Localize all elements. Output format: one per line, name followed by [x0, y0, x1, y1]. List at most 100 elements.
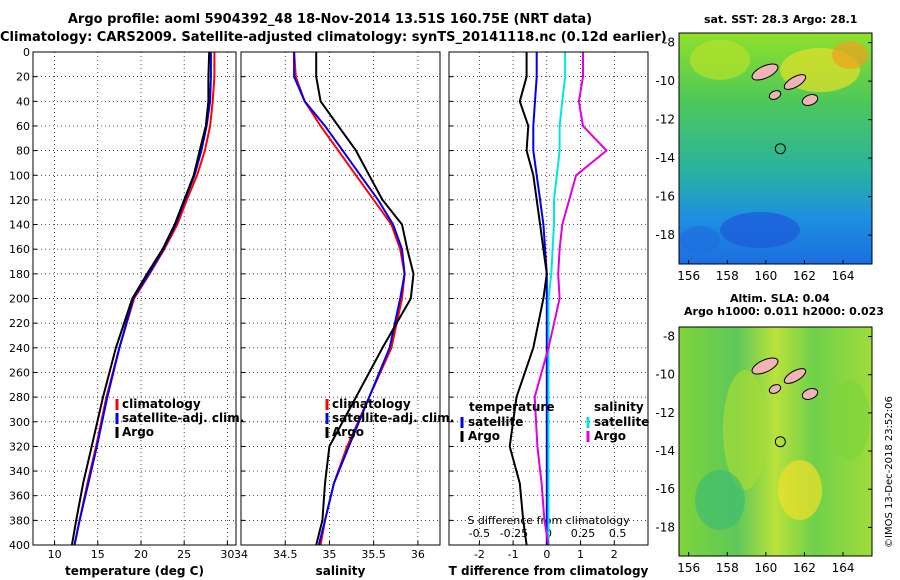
plot-title-line-2: Climatology: CARS2009. Satellite-adjuste… — [0, 30, 667, 45]
sst_map-xtick-label: 160 — [754, 269, 777, 283]
temperature-xlabel: temperature (deg C) — [65, 564, 204, 578]
sst_map-argo-marker — [774, 143, 786, 155]
sst_map-ytick-label: -16 — [655, 190, 675, 204]
temperature-xtick-label: 10 — [48, 548, 62, 561]
depth-tick-label: 180 — [9, 268, 30, 281]
salinity-legend-label: Argo — [332, 425, 364, 439]
depth-tick-label: 100 — [9, 169, 30, 182]
sla_map-xtick-label: 162 — [793, 561, 816, 575]
sla-map-subtitle: Argo h1000: 0.011 h2000: 0.023 — [684, 305, 884, 318]
depth-tick-label: 200 — [9, 293, 30, 306]
depth-tick-label: 300 — [9, 416, 30, 429]
difference-series-t-satellite — [532, 52, 548, 545]
salinity-frame — [240, 51, 441, 546]
sla_map-ytick-label: -10 — [655, 368, 675, 382]
difference-series-s-satellite — [547, 52, 567, 545]
depth-tick-label: 240 — [9, 342, 30, 355]
depth-tick-label: 0 — [23, 46, 30, 59]
island-shape — [768, 90, 782, 100]
diff-legend-s-label: satellite — [594, 415, 649, 429]
temperature-legend-label: satellite-adj. clim. — [122, 411, 244, 425]
depth-tick-label: 340 — [9, 465, 30, 478]
sla-anomaly-patch — [723, 370, 767, 490]
sdiff-tick-label: 0.25 — [571, 527, 596, 540]
diff-legend-s-title: salinity — [594, 400, 644, 414]
sst-anomaly-patch — [690, 40, 750, 80]
temperature-series-argo — [70, 51, 211, 546]
difference-series-s-argo — [533, 52, 608, 546]
depth-tick-label: 80 — [16, 145, 30, 158]
difference-xtick-label: 1 — [577, 548, 584, 561]
salinity-legend-label: satellite-adj. clim. — [332, 411, 454, 425]
sst_map-xtick-label: 156 — [677, 269, 700, 283]
sst_map-xtick-label: 158 — [716, 269, 739, 283]
sla_map-xtick-label: 156 — [677, 561, 700, 575]
sla_map-xtick-label: 160 — [754, 561, 777, 575]
salinity-xtick-label: 36 — [411, 548, 425, 561]
diff-legend-t-label: satellite — [468, 415, 523, 429]
depth-tick-label: 380 — [9, 514, 30, 527]
sdiff-tick-label: -0.5 — [469, 527, 490, 540]
depth-tick-label: 280 — [9, 391, 30, 404]
difference-xlabel: T difference from climatology — [449, 564, 649, 578]
difference-series-t-argo — [508, 52, 548, 546]
diff-legend-t-title: temperature — [469, 400, 554, 414]
sla_map-xtick-label: 158 — [716, 561, 739, 575]
salinity-xtick-label: 34 — [234, 548, 248, 561]
sst_map-xtick-label: 164 — [832, 269, 855, 283]
depth-tick-label: 140 — [9, 219, 30, 232]
diff-legend-t-label: Argo — [468, 429, 500, 443]
difference-xtick-label: 2 — [611, 548, 618, 561]
sst-map-title: sat. SST: 28.3 Argo: 28.1 — [704, 13, 858, 26]
island-shape — [783, 368, 807, 384]
sla_map-ytick-label: -18 — [655, 520, 675, 534]
salinity-xtick-label: 35 — [322, 548, 336, 561]
depth-tick-label: 360 — [9, 490, 30, 503]
salinity-series-argo — [315, 52, 415, 546]
depth-tick-label: 220 — [9, 317, 30, 330]
sst-anomaly-patch — [680, 226, 720, 254]
depth-tick-label: 320 — [9, 440, 30, 453]
temperature-series-satellite-adj-clim — [73, 52, 212, 546]
temperature-frame — [32, 51, 237, 546]
difference-frame — [448, 51, 649, 546]
island-shape — [801, 388, 819, 400]
sla_map-ytick-label: -16 — [655, 482, 675, 496]
salinity-xtick-label: 35.5 — [361, 548, 386, 561]
depth-tick-label: 160 — [9, 243, 30, 256]
sdiff-tick-label: 0.5 — [609, 527, 627, 540]
sdiff-tick-label: -0.25 — [500, 527, 528, 540]
sla_map-ytick-label: -12 — [655, 406, 675, 420]
temperature-legend-label: Argo — [122, 425, 154, 439]
island-shape — [751, 63, 779, 81]
sst_map-panel: 156 158 160 162 164 -8 -10 -12 -14 -16 -18 — [655, 32, 873, 283]
island-shape — [801, 94, 819, 106]
sla_map-ytick-label: -8 — [663, 330, 675, 344]
temperature-xtick-label: 15 — [91, 548, 105, 561]
temperature-xtick-label: 25 — [177, 548, 191, 561]
salinity-xlabel: salinity — [316, 564, 366, 578]
sst_map-frame — [678, 32, 873, 265]
sla_map-ytick-label: -14 — [655, 444, 675, 458]
island-shape — [768, 384, 782, 394]
depth-tick-label: 60 — [16, 120, 30, 133]
sst-anomaly-patch — [720, 212, 800, 248]
sla-anomaly-patch — [695, 470, 745, 530]
salinity-panel: 34 34.5 35 35.5 36 salinity climatologysatelli… — [234, 51, 454, 578]
difference-xtick-label: 0 — [543, 548, 550, 561]
temperature-panel: 0 20 40 60 80 100 120 140 160 180 200 220 240 260 280 3… — [9, 46, 244, 578]
diff-legend-s-label: Argo — [594, 429, 626, 443]
island-shape — [751, 357, 779, 375]
difference-xtick-label: -2 — [474, 548, 485, 561]
depth-tick-label: 120 — [9, 194, 30, 207]
sla-anomaly-patch — [830, 380, 870, 460]
sla-map-title: Altim. SLA: 0.04 — [730, 292, 830, 305]
island-shape — [783, 74, 807, 90]
salinity-series-climatology — [293, 51, 406, 546]
sst_map-ytick-label: -10 — [655, 74, 675, 88]
temperature-xtick-label: 30 — [220, 548, 234, 561]
depth-tick-label: 260 — [9, 366, 30, 379]
sst_map-xtick-label: 162 — [793, 269, 816, 283]
sst-anomaly-patch — [832, 41, 868, 69]
